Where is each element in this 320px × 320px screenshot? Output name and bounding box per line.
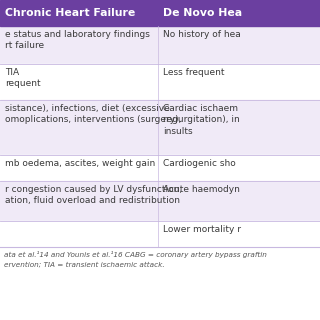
Bar bbox=[0, 155, 320, 181]
Bar bbox=[0, 64, 320, 100]
Text: De Novo Hea: De Novo Hea bbox=[164, 8, 243, 18]
Text: Cardiogenic sho: Cardiogenic sho bbox=[164, 159, 236, 168]
Bar bbox=[0, 181, 320, 221]
Text: sistance), infections, diet (excessive
omoplications, interventions (surgery),: sistance), infections, diet (excessive o… bbox=[5, 104, 181, 124]
Text: e status and laboratory findings
rt failure: e status and laboratory findings rt fail… bbox=[5, 30, 150, 51]
Text: Acute haemodyn: Acute haemodyn bbox=[164, 185, 240, 194]
Bar bbox=[0, 26, 320, 64]
Text: ata et al.¹14 and Younis et al.¹16 CABG = coronary artery bypass graftin: ata et al.¹14 and Younis et al.¹16 CABG … bbox=[4, 251, 267, 258]
Text: Less frequent: Less frequent bbox=[164, 68, 225, 77]
Text: mb oedema, ascites, weight gain: mb oedema, ascites, weight gain bbox=[5, 159, 155, 168]
Bar bbox=[0, 247, 320, 320]
Text: No history of hea: No history of hea bbox=[164, 30, 241, 39]
Bar bbox=[0, 221, 320, 247]
Text: ervention; TIA = transient ischaemic attack.: ervention; TIA = transient ischaemic att… bbox=[4, 262, 164, 268]
Text: Cardiac ischaem
regurgitation), in
insults: Cardiac ischaem regurgitation), in insul… bbox=[164, 104, 240, 136]
Text: Chronic Heart Failure: Chronic Heart Failure bbox=[5, 8, 135, 18]
Text: Lower mortality r: Lower mortality r bbox=[164, 225, 241, 234]
Bar bbox=[0, 100, 320, 155]
Bar bbox=[0, 0, 320, 26]
Text: r congestion caused by LV dysfunction,
ation, fluid overload and redistribution: r congestion caused by LV dysfunction, a… bbox=[5, 185, 182, 205]
Text: TIA
requent: TIA requent bbox=[5, 68, 41, 88]
